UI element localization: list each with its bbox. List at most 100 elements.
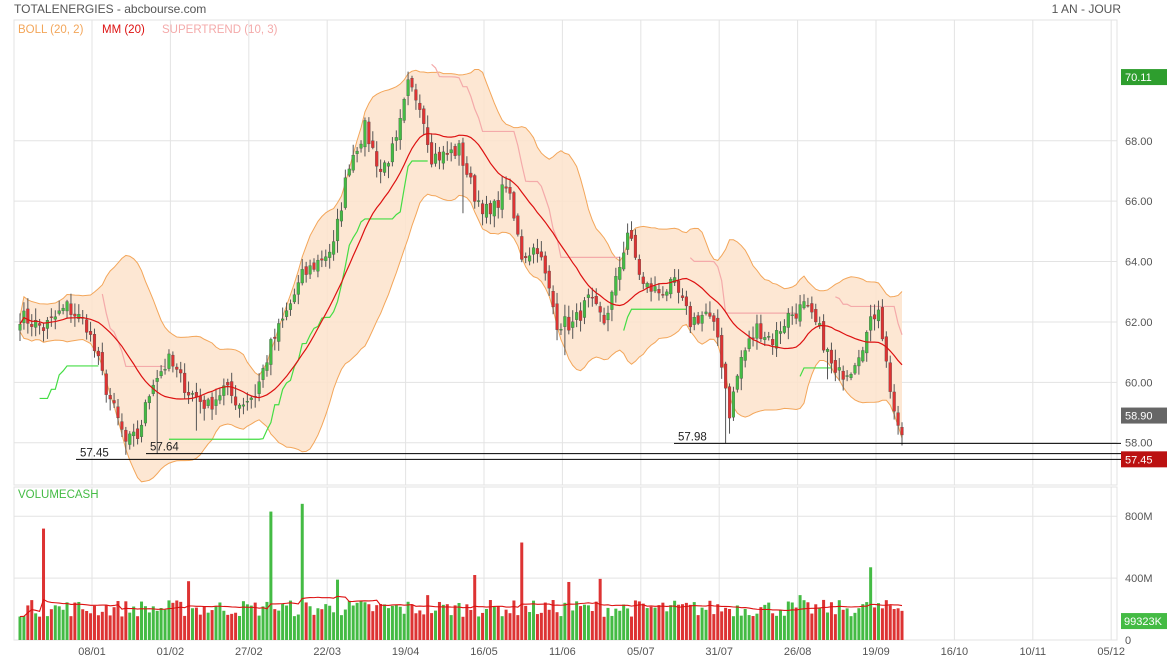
chart-title: TOTALENERGIES - abcbourse.com xyxy=(14,2,206,16)
candle-body xyxy=(755,323,759,339)
volume-bar xyxy=(281,603,285,640)
x-tick-label: 22/03 xyxy=(313,646,341,658)
volume-bar xyxy=(406,601,410,640)
bollinger-upper-line xyxy=(19,69,903,377)
volume-bar xyxy=(896,608,900,640)
volume-bar xyxy=(461,616,465,640)
candle-body xyxy=(880,307,884,340)
candle-body xyxy=(786,313,790,328)
volume-bar xyxy=(492,606,496,640)
candle-body xyxy=(437,151,441,161)
candle-body xyxy=(104,373,108,395)
volume-bar xyxy=(771,613,775,640)
x-tick-label: 16/10 xyxy=(941,646,969,658)
price-badge-high xyxy=(1121,69,1167,86)
volume-bar xyxy=(379,603,383,640)
volume-bar xyxy=(786,601,790,640)
candle-body xyxy=(567,316,571,331)
volume-bar xyxy=(728,609,732,640)
candle-body xyxy=(802,301,806,309)
candle-body xyxy=(677,280,681,293)
volume-bar xyxy=(669,605,673,640)
volume-bar xyxy=(249,605,253,640)
volume-bar xyxy=(128,612,132,640)
volume-bar xyxy=(590,611,594,640)
volume-bar xyxy=(49,609,53,640)
volume-bar xyxy=(140,601,144,640)
volume-bar xyxy=(120,616,124,640)
candle-body xyxy=(316,259,320,272)
period-label[interactable]: 1 AN - JOUR xyxy=(1052,2,1122,16)
candle-body xyxy=(465,163,469,175)
candle-body xyxy=(614,276,618,296)
y-tick-label: 60.00 xyxy=(1125,377,1153,389)
volume-bar xyxy=(214,606,218,640)
volume-bar xyxy=(410,604,414,640)
volume-bar xyxy=(645,608,649,640)
volume-bar xyxy=(747,615,751,640)
candle-body xyxy=(339,210,343,222)
candle-body xyxy=(410,77,414,88)
volume-bar xyxy=(69,616,73,640)
candle-body xyxy=(26,308,30,324)
volume-bar xyxy=(202,606,206,640)
candle-body xyxy=(535,248,539,255)
candle-body xyxy=(241,404,245,407)
candle-body xyxy=(183,372,187,393)
x-tick-label: 01/02 xyxy=(157,646,185,658)
candle-body xyxy=(453,146,457,156)
volume-bar xyxy=(383,604,387,640)
volume-bar xyxy=(347,600,351,640)
volume-bar xyxy=(363,602,367,640)
candle-body xyxy=(398,118,402,141)
volume-bar xyxy=(175,600,179,640)
candle-body xyxy=(139,424,144,437)
volume-bar xyxy=(512,600,516,640)
volume-bar xyxy=(147,612,151,640)
candle-body xyxy=(782,326,786,333)
candle-body xyxy=(367,121,371,145)
volume-bar xyxy=(296,614,300,640)
volume-bar xyxy=(81,609,85,640)
volume-bar xyxy=(633,600,637,640)
candle-body xyxy=(187,392,191,396)
candle-body xyxy=(657,289,661,294)
candle-body xyxy=(618,267,622,280)
candle-body xyxy=(712,315,716,322)
volume-bar xyxy=(751,616,755,640)
volume-bar xyxy=(308,606,312,640)
volume-bar xyxy=(394,604,398,640)
volume-bar xyxy=(222,610,226,640)
candle-body xyxy=(89,331,93,335)
volume-bar xyxy=(532,600,536,640)
candle-body xyxy=(347,168,351,176)
volume-bar xyxy=(849,616,853,640)
candle-body xyxy=(700,315,704,324)
volume-bar xyxy=(716,604,720,640)
candle-body xyxy=(814,309,818,323)
volume-bar xyxy=(626,608,630,640)
supertrend-segment xyxy=(101,293,166,368)
candle-body xyxy=(747,338,751,349)
candle-body xyxy=(249,397,253,400)
volume-bar xyxy=(187,581,191,640)
legend-supertrend: SUPERTREND (10, 3) xyxy=(162,24,278,36)
candle-body xyxy=(708,312,712,317)
volume-bar xyxy=(116,601,120,640)
volume-bar xyxy=(876,603,880,640)
candle-body xyxy=(598,306,602,313)
volume-bar xyxy=(833,614,837,640)
candle-body xyxy=(202,399,206,409)
volume-bar xyxy=(422,614,426,640)
volume-bar xyxy=(575,601,579,640)
candle-body xyxy=(837,367,841,371)
candle-body xyxy=(128,433,132,445)
volume-bar xyxy=(328,605,332,640)
candle-body xyxy=(273,336,277,339)
volume-bar xyxy=(332,612,336,640)
volume-bar xyxy=(798,595,802,640)
volume-bar xyxy=(288,600,292,640)
candle-body xyxy=(218,395,222,401)
candle-body xyxy=(69,303,73,315)
x-tick-label: 27/02 xyxy=(235,646,263,658)
